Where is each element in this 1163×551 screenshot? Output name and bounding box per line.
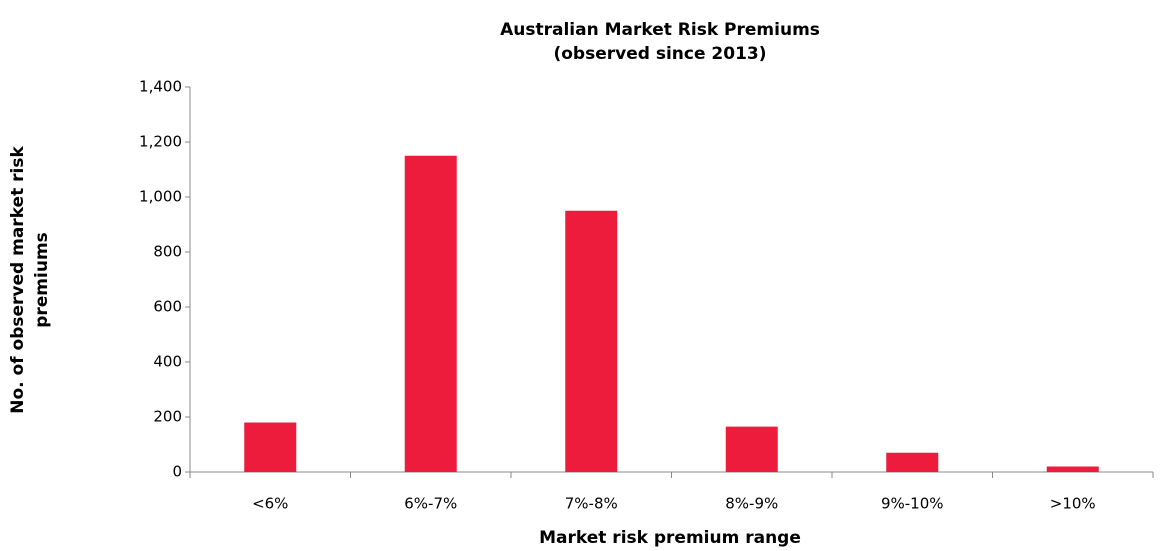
- x-tick-label: <6%: [252, 495, 288, 513]
- x-tick-label: 6%-7%: [404, 495, 457, 513]
- y-tick-label: 200: [153, 408, 182, 426]
- y-tick-label: 1,000: [139, 188, 182, 206]
- bar: [1046, 466, 1099, 472]
- y-tick-label: 800: [153, 243, 182, 261]
- chart-subtitle: (observed since 2013): [553, 44, 766, 64]
- y-tick-label: 400: [153, 353, 182, 371]
- y-tick-label: 1,400: [139, 78, 182, 96]
- bar: [886, 452, 939, 472]
- x-tick-label: 7%-8%: [565, 495, 618, 513]
- x-tick-label: >10%: [1050, 495, 1096, 513]
- x-tick-label: 9%-10%: [881, 495, 944, 513]
- bar: [404, 155, 457, 472]
- bar: [725, 426, 778, 472]
- y-axis-label: premiums: [32, 232, 52, 328]
- y-tick-label: 1,200: [139, 133, 182, 151]
- y-tick-label: 600: [153, 298, 182, 316]
- y-axis-label: No. of observed market risk: [8, 146, 28, 414]
- x-axis-label: Market risk premium range: [539, 528, 801, 548]
- x-tick-label: 8%-9%: [725, 495, 778, 513]
- bar: [565, 210, 618, 472]
- bar: [244, 422, 297, 472]
- y-tick-label: 0: [172, 463, 182, 481]
- chart-title: Australian Market Risk Premiums: [500, 20, 820, 40]
